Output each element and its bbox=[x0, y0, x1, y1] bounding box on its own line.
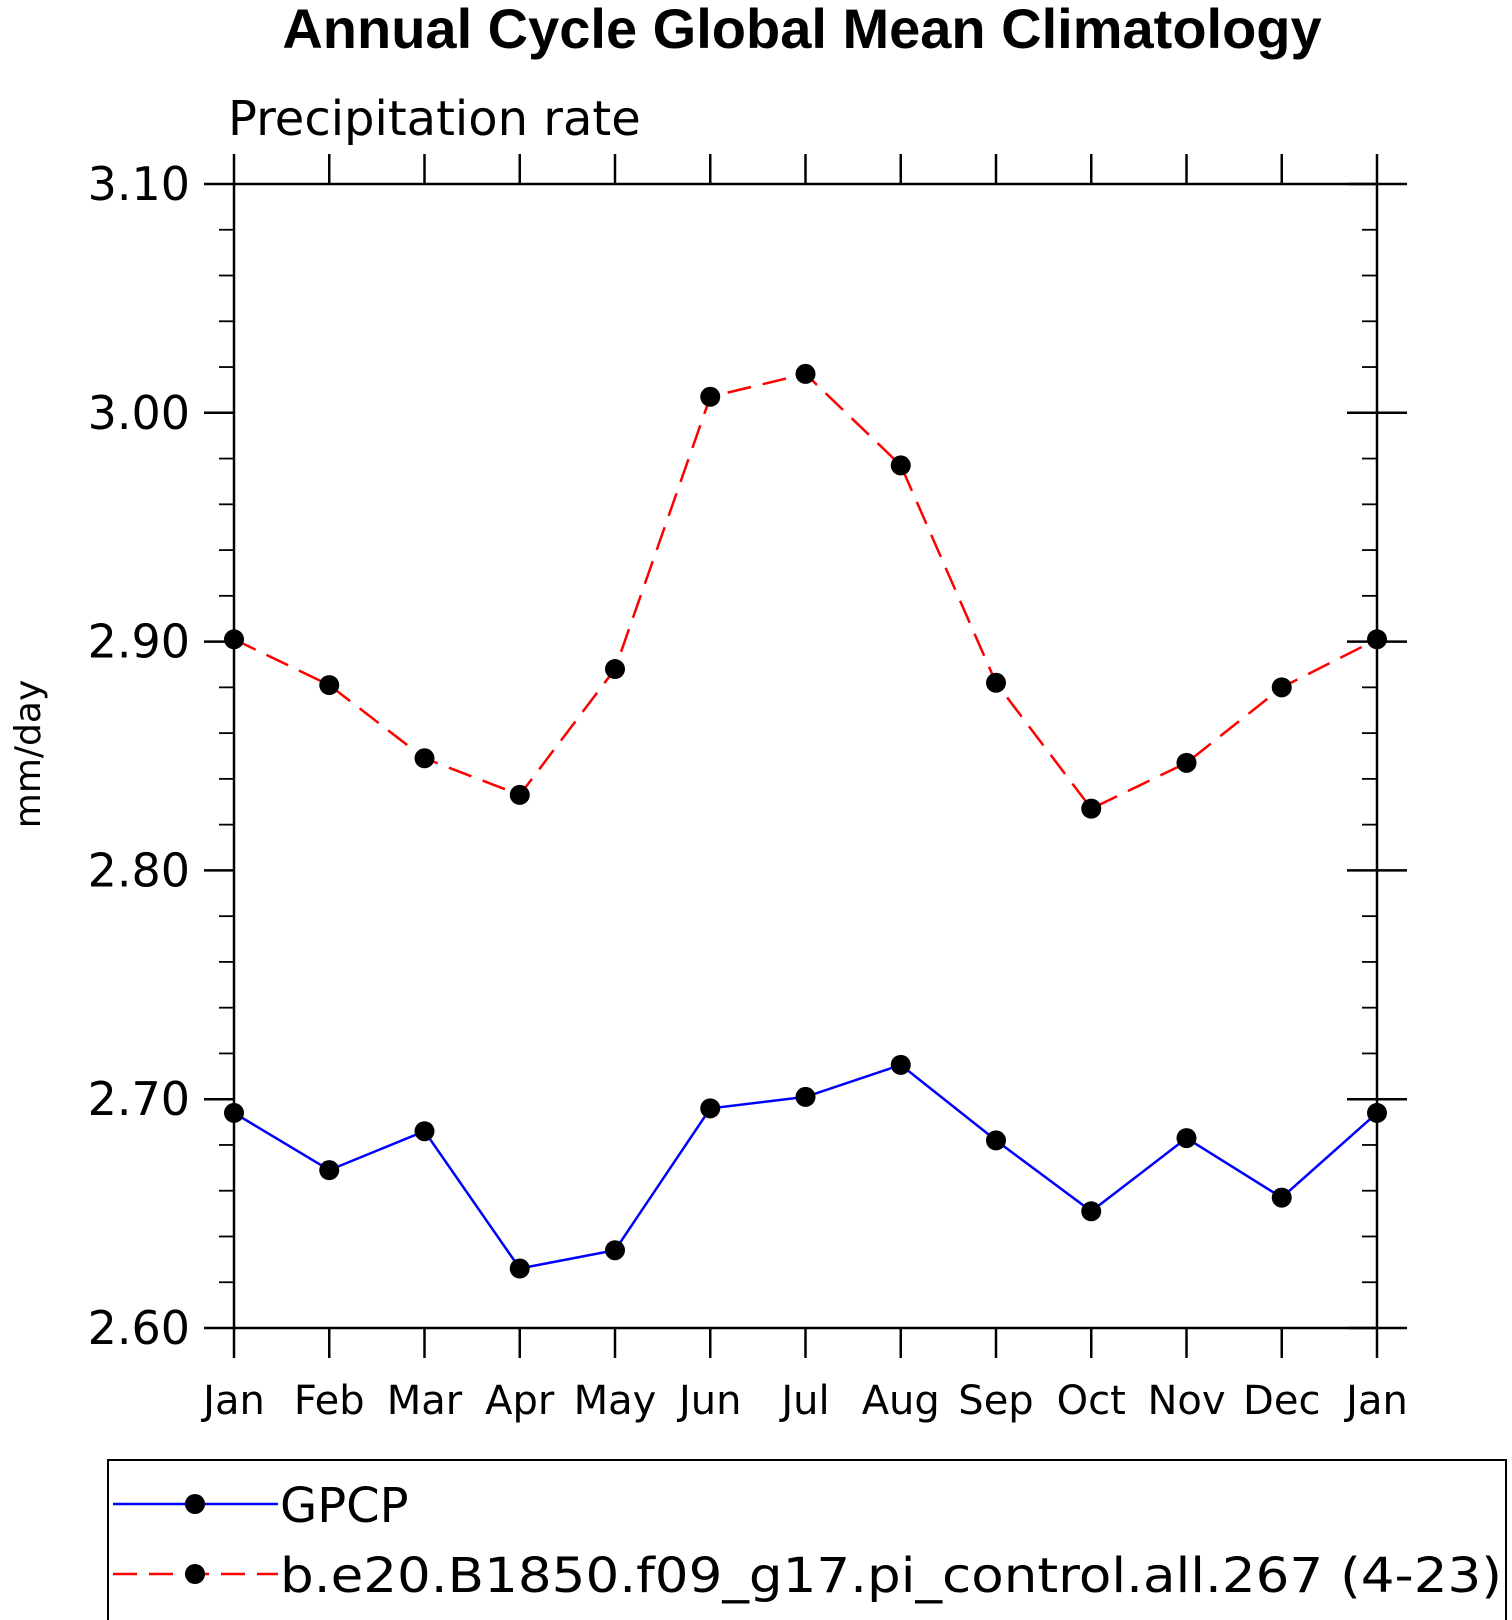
legend-box bbox=[107, 1459, 1507, 1620]
y-axis-ticks: 2.60 2.70 2.80 2.90 3.00 3.10 bbox=[88, 157, 1407, 1355]
data-point bbox=[1271, 1187, 1292, 1208]
data-point bbox=[414, 1121, 435, 1142]
x-tick-label: May bbox=[574, 1378, 657, 1424]
chart-subtitle: Precipitation rate bbox=[228, 91, 641, 147]
data-point bbox=[795, 363, 816, 384]
x-tick-label: Jan bbox=[1343, 1378, 1408, 1424]
data-point bbox=[795, 1086, 816, 1107]
y-tick-label: 3.10 bbox=[88, 157, 190, 211]
data-point bbox=[1176, 752, 1197, 773]
x-tick-label: Sep bbox=[958, 1378, 1033, 1424]
legend-item-gpcp: GPCP bbox=[113, 1478, 409, 1534]
data-point bbox=[890, 1054, 911, 1075]
data-point bbox=[605, 1240, 625, 1261]
data-point bbox=[986, 672, 1006, 693]
y-axis-label: mm/day bbox=[8, 680, 49, 828]
x-tick-label: Mar bbox=[387, 1378, 463, 1424]
x-axis-ticks: Jan Feb Mar Apr May Jun Jul Aug Sep Oct Nov Dec Jan bbox=[200, 154, 1408, 1424]
series-layer bbox=[224, 363, 1387, 1279]
x-tick-label: Jan bbox=[200, 1378, 265, 1424]
data-point bbox=[1176, 1128, 1197, 1149]
data-point bbox=[1271, 677, 1292, 698]
y-tick-label: 2.80 bbox=[88, 843, 190, 897]
x-tick-label: Jun bbox=[676, 1378, 742, 1424]
data-point bbox=[224, 629, 244, 650]
data-point bbox=[986, 1130, 1006, 1151]
y-tick-label: 2.60 bbox=[88, 1301, 190, 1355]
data-point bbox=[414, 748, 435, 769]
legend-item-model: b.e20.B1850.f09_g17.pi_control.all.267 (… bbox=[113, 1548, 1502, 1604]
x-tick-label: Apr bbox=[485, 1378, 555, 1424]
plot-axes bbox=[232, 182, 1379, 1330]
legend-label-model: b.e20.B1850.f09_g17.pi_control.all.267 (… bbox=[280, 1548, 1502, 1604]
chart-title: Annual Cycle Global Mean Climatology bbox=[282, 0, 1321, 60]
data-point bbox=[605, 659, 625, 680]
data-point bbox=[1367, 629, 1387, 650]
y-tick-label: 2.70 bbox=[88, 1072, 190, 1126]
data-point bbox=[224, 1102, 244, 1123]
data-point bbox=[890, 455, 911, 476]
data-point bbox=[1081, 1201, 1102, 1222]
data-point bbox=[319, 1160, 340, 1181]
x-tick-label: Feb bbox=[294, 1378, 365, 1424]
legend-marker-model bbox=[185, 1564, 205, 1584]
x-tick-label: Nov bbox=[1147, 1378, 1225, 1424]
legend-marker-gpcp bbox=[185, 1494, 205, 1514]
data-point bbox=[700, 386, 721, 407]
data-point bbox=[1367, 1102, 1387, 1123]
y-tick-label: 3.00 bbox=[88, 386, 190, 440]
data-point bbox=[509, 784, 530, 805]
x-tick-label: Dec bbox=[1243, 1378, 1320, 1424]
x-tick-label: Aug bbox=[862, 1378, 940, 1424]
data-point bbox=[700, 1098, 721, 1119]
legend-label-gpcp: GPCP bbox=[280, 1478, 409, 1534]
data-point bbox=[1081, 798, 1102, 819]
y-tick-label: 2.90 bbox=[88, 615, 190, 669]
plot-frame bbox=[232, 182, 1379, 1330]
data-point bbox=[319, 675, 340, 696]
series-line-1 bbox=[233, 372, 1378, 811]
legend: GPCP b.e20.B1850.f09_g17.pi_control.all.… bbox=[107, 1459, 1507, 1620]
data-point bbox=[509, 1258, 530, 1279]
x-tick-label: Oct bbox=[1057, 1378, 1126, 1424]
x-tick-label: Jul bbox=[778, 1378, 829, 1424]
